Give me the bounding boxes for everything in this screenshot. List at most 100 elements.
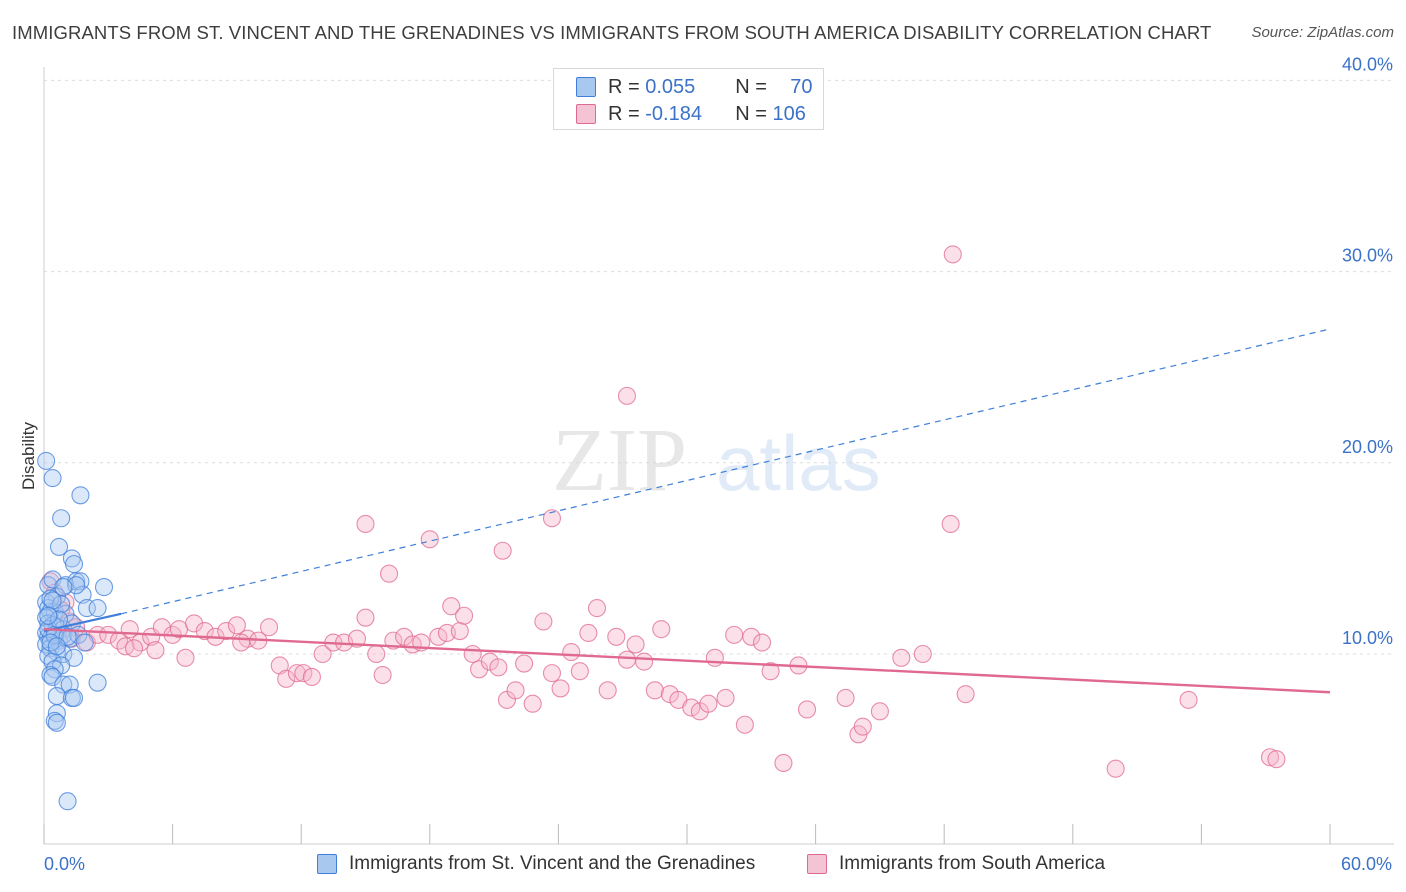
grid-lines bbox=[44, 79, 1394, 655]
chart-title: IMMIGRANTS FROM ST. VINCENT AND THE GREN… bbox=[12, 22, 1212, 43]
point-south-america bbox=[542, 509, 562, 528]
point-south-america bbox=[470, 660, 489, 679]
point-south-america bbox=[716, 688, 735, 708]
source-credit: Source: ZipAtlas.com bbox=[1251, 24, 1394, 41]
point-south-america bbox=[607, 627, 626, 646]
x-axis-ticks bbox=[43, 824, 1331, 844]
y-tick-label-10: 10.0% bbox=[1342, 628, 1393, 648]
trend-line-st-vincent bbox=[43, 612, 122, 633]
point-st-vincent bbox=[47, 687, 66, 706]
legend-series-name: Immigrants from St. Vincent and the Gren… bbox=[349, 853, 756, 874]
point-south-america bbox=[617, 386, 637, 405]
point-south-america bbox=[562, 643, 581, 662]
point-south-america bbox=[455, 606, 474, 625]
point-south-america bbox=[652, 620, 671, 639]
point-south-america bbox=[534, 612, 553, 631]
point-south-america bbox=[542, 664, 562, 683]
trend-lines bbox=[43, 328, 1331, 694]
point-st-vincent bbox=[47, 713, 66, 732]
point-south-america bbox=[373, 665, 392, 685]
point-south-america bbox=[356, 608, 375, 627]
legend-swatch-blue bbox=[317, 854, 337, 874]
point-south-america bbox=[735, 715, 754, 734]
data-points bbox=[37, 245, 1286, 811]
legend-row-pink: R = -0.184 N = 106 bbox=[576, 102, 813, 126]
legend-swatch-pink bbox=[807, 854, 827, 874]
point-south-america bbox=[176, 648, 195, 667]
point-south-america bbox=[752, 633, 772, 652]
point-south-america bbox=[259, 618, 279, 637]
point-south-america bbox=[380, 564, 399, 583]
series-legend: Immigrants from St. Vincent and the Gren… bbox=[0, 850, 1406, 880]
point-south-america bbox=[356, 514, 375, 534]
point-south-america bbox=[797, 700, 817, 719]
legend-item-st-vincent: Immigrants from St. Vincent and the Gren… bbox=[317, 853, 755, 875]
point-south-america bbox=[367, 644, 386, 664]
point-south-america bbox=[463, 644, 482, 664]
point-south-america bbox=[195, 622, 214, 641]
point-south-america bbox=[1267, 750, 1286, 769]
point-south-america bbox=[943, 245, 962, 264]
point-st-vincent bbox=[52, 509, 71, 528]
legend-r-value: -0.184 bbox=[645, 102, 702, 125]
point-south-america bbox=[579, 623, 598, 643]
point-south-america bbox=[892, 648, 911, 667]
point-st-vincent bbox=[88, 673, 107, 692]
watermark-zip: ZIP bbox=[552, 411, 687, 510]
point-st-vincent bbox=[60, 675, 79, 694]
point-south-america bbox=[450, 622, 469, 641]
point-south-america bbox=[420, 530, 439, 549]
legend-series-name: Immigrants from South America bbox=[839, 853, 1106, 874]
point-south-america bbox=[232, 633, 251, 652]
correlation-legend: R = 0.055 N = 70 R = -0.184 N = 106 bbox=[553, 68, 824, 130]
y-tick-label-20: 20.0% bbox=[1342, 437, 1393, 457]
legend-r-label: R = bbox=[608, 75, 640, 98]
y-axis-label: Disability bbox=[19, 421, 38, 490]
x-tick-label-max: 60.0% bbox=[1341, 854, 1392, 874]
point-st-vincent bbox=[77, 599, 96, 618]
point-south-america bbox=[384, 631, 403, 650]
point-south-america bbox=[515, 654, 534, 673]
point-south-america bbox=[645, 681, 664, 700]
point-st-vincent bbox=[58, 792, 77, 811]
point-south-america bbox=[347, 629, 366, 648]
point-south-america bbox=[287, 664, 306, 683]
y-tick-label-30: 30.0% bbox=[1342, 246, 1393, 266]
legend-n-value: 106 bbox=[772, 102, 806, 125]
point-south-america bbox=[1179, 690, 1198, 709]
legend-n-value: 70 bbox=[790, 75, 813, 98]
point-south-america bbox=[682, 698, 701, 717]
point-south-america bbox=[551, 679, 570, 698]
point-south-america bbox=[506, 681, 525, 700]
point-st-vincent bbox=[43, 469, 62, 488]
point-st-vincent bbox=[37, 451, 56, 470]
point-south-america bbox=[442, 597, 461, 616]
point-south-america bbox=[956, 685, 975, 704]
point-south-america bbox=[99, 625, 118, 644]
point-south-america bbox=[635, 652, 654, 671]
point-south-america bbox=[1260, 748, 1280, 767]
point-st-vincent bbox=[54, 644, 73, 664]
legend-r-value: 0.055 bbox=[645, 75, 696, 98]
legend-n-label: N = bbox=[735, 102, 767, 125]
point-st-vincent bbox=[49, 537, 69, 556]
point-south-america bbox=[941, 514, 960, 534]
point-st-vincent bbox=[64, 555, 84, 574]
legend-swatch-blue bbox=[576, 77, 596, 97]
trend-line-st-vincent-extrapolated bbox=[121, 328, 1331, 615]
point-south-america bbox=[913, 644, 932, 664]
point-south-america bbox=[523, 694, 542, 713]
point-south-america bbox=[294, 664, 313, 683]
point-south-america bbox=[1106, 759, 1125, 778]
trend-line-south-america bbox=[43, 627, 1331, 694]
point-st-vincent bbox=[71, 486, 90, 505]
point-st-vincent bbox=[47, 704, 66, 723]
point-south-america bbox=[836, 688, 855, 708]
point-st-vincent bbox=[54, 675, 73, 694]
point-st-vincent bbox=[54, 578, 73, 597]
axes bbox=[43, 67, 1394, 845]
y-tick-label-40: 40.0% bbox=[1342, 54, 1393, 74]
point-south-america bbox=[870, 702, 889, 721]
point-st-vincent bbox=[94, 578, 114, 597]
